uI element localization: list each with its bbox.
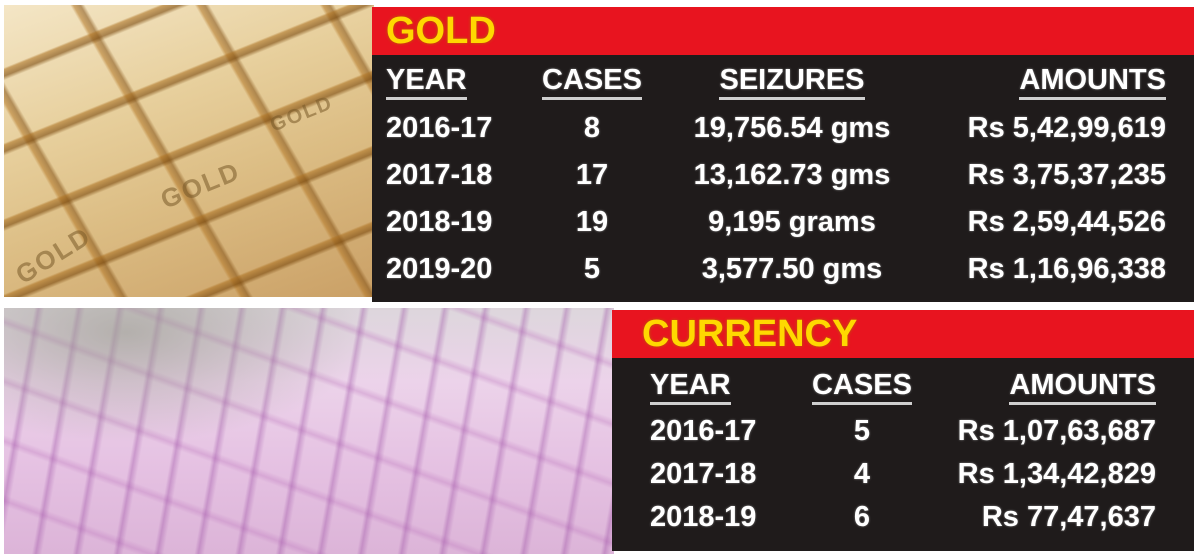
column-header-seizures: SEIZURES (652, 61, 932, 105)
currency-title: CURRENCY (642, 312, 858, 355)
amount-cell: Rs 77,47,637 (981, 501, 1156, 533)
year-cell: 2016-17 (386, 112, 493, 144)
column-header-cases: CASES (532, 61, 652, 105)
gold-bar-engraving: GOLD (267, 91, 337, 137)
column-header-year: YEAR (372, 61, 532, 105)
gold-bar-engraving: GOLD (156, 155, 245, 215)
amount-cell: Rs 1,07,63,687 (957, 415, 1156, 447)
amount-cell: Rs 1,16,96,338 (967, 253, 1166, 285)
gold-bars-photo: GOLD GOLD GOLD (4, 5, 374, 297)
table-row: 2018-19 6 Rs 77,47,637 (612, 496, 1194, 539)
year-cell: 2017-18 (650, 458, 757, 490)
seizures-cell: 19,756.54 gms (693, 112, 891, 144)
seizures-cell: 13,162.73 gms (693, 159, 891, 191)
cases-cell: 5 (583, 253, 601, 285)
column-header-amounts: AMOUNTS (932, 61, 1194, 105)
amount-cell: Rs 2,59,44,526 (967, 206, 1166, 238)
currency-panel: CURRENCY YEAR CASES AMOUNTS 2016-17 5 Rs… (612, 310, 1194, 551)
table-row: 2018-19 19 9,195 grams Rs 2,59,44,526 (372, 199, 1194, 246)
cases-cell: 8 (583, 112, 601, 144)
gold-panel: GOLD YEAR CASES SEIZURES AMOUNTS 2016-17… (372, 7, 1194, 302)
table-header-row: YEAR CASES AMOUNTS (612, 366, 1194, 410)
gold-bar-engraving: GOLD (10, 220, 97, 290)
year-cell: 2016-17 (650, 415, 757, 447)
column-header-cases: CASES (787, 366, 937, 410)
currency-table: YEAR CASES AMOUNTS 2016-17 5 Rs 1,07,63,… (612, 366, 1194, 539)
gold-header: GOLD (372, 7, 1194, 55)
gold-title: GOLD (386, 9, 496, 52)
table-row: 2016-17 8 19,756.54 gms Rs 5,42,99,619 (372, 105, 1194, 152)
amount-cell: Rs 1,34,42,829 (957, 458, 1156, 490)
table-row: 2019-20 5 3,577.50 gms Rs 1,16,96,338 (372, 246, 1194, 293)
cases-cell: 17 (575, 159, 609, 191)
amount-cell: Rs 3,75,37,235 (967, 159, 1166, 191)
year-cell: 2018-19 (386, 206, 493, 238)
amount-cell: Rs 5,42,99,619 (967, 112, 1166, 144)
seizures-cell: 9,195 grams (708, 206, 876, 238)
cases-cell: 19 (575, 206, 609, 238)
table-row: 2017-18 4 Rs 1,34,42,829 (612, 453, 1194, 496)
gold-table: YEAR CASES SEIZURES AMOUNTS 2016-17 8 19… (372, 61, 1194, 293)
year-cell: 2018-19 (650, 501, 757, 533)
cases-cell: 4 (853, 458, 871, 490)
currency-notes-photo (4, 308, 614, 554)
cases-cell: 5 (853, 415, 871, 447)
currency-header: CURRENCY (612, 310, 1194, 358)
table-row: 2016-17 5 Rs 1,07,63,687 (612, 410, 1194, 453)
table-row: 2017-18 17 13,162.73 gms Rs 3,75,37,235 (372, 152, 1194, 199)
year-cell: 2017-18 (386, 159, 493, 191)
table-header-row: YEAR CASES SEIZURES AMOUNTS (372, 61, 1194, 105)
cases-cell: 6 (853, 501, 871, 533)
column-header-amounts: AMOUNTS (937, 366, 1194, 410)
seizures-cell: 3,577.50 gms (701, 253, 883, 285)
column-header-year: YEAR (612, 366, 787, 410)
year-cell: 2019-20 (386, 253, 493, 285)
